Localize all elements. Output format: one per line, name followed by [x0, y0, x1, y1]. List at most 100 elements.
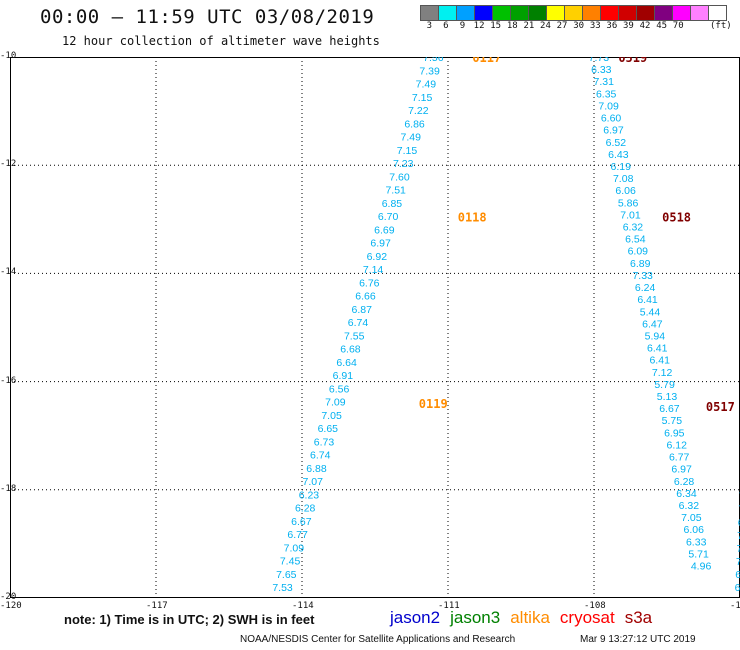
wave-height-value: 5.94: [645, 330, 666, 342]
wave-height-value: 5.86: [618, 197, 639, 209]
wave-height-value: 6.67: [659, 403, 680, 415]
colorbar-label: 12: [473, 21, 485, 31]
wave-height-value: 7.56: [423, 57, 444, 64]
colorbar-label: 27: [556, 21, 568, 31]
colorbar-label: 33: [589, 21, 601, 31]
wave-height-value: 6.69: [374, 224, 395, 236]
wave-height-value: 5.79: [654, 379, 675, 391]
wave-height-value: 6.88: [306, 463, 327, 475]
wave-height-value: 6.28: [674, 476, 695, 488]
colorbar-label: 15: [490, 21, 502, 31]
wave-height-value: 6.97: [671, 464, 692, 476]
wave-height-value: 7.01: [620, 209, 641, 221]
wave-height-value: 6.89: [630, 258, 651, 270]
wave-height-value: 7.15: [412, 92, 433, 104]
colorbar-swatch: [492, 5, 511, 21]
colorbar-swatch: [510, 5, 529, 21]
pass-time-label: 0518: [662, 211, 691, 225]
colorbar-label: 9: [459, 21, 466, 31]
wave-height-value: 7.65: [276, 569, 297, 581]
wave-height-value: 6.34: [676, 488, 697, 500]
wave-height-value: 6.60: [601, 113, 622, 125]
wave-height-value: 7.49: [401, 132, 422, 144]
wave-height-value: 6.33: [591, 64, 612, 76]
x-tick-label: -105: [730, 601, 740, 611]
wave-height-value: 6.33: [686, 536, 707, 548]
colorbar-label: 3: [426, 21, 432, 31]
wave-height-value: 6.09: [628, 246, 649, 258]
wave-height-value: 7.09: [284, 542, 305, 554]
wave-height-value: 6.68: [340, 344, 361, 356]
wave-height-value: 6.35: [596, 88, 617, 100]
wave-height-value: 6.72: [738, 517, 740, 529]
wave-height-value: 6.86: [404, 118, 425, 130]
x-tick-label: -108: [584, 601, 606, 611]
legend-item-cryosat: cryosat: [559, 608, 615, 627]
wave-height-value: 6.41: [637, 294, 658, 306]
pass-time-label: 0119: [419, 397, 448, 411]
x-tick-label: -111: [438, 601, 460, 611]
wave-height-value: 6.52: [606, 137, 627, 149]
wave-height-value: 7.14: [363, 264, 384, 276]
x-tick-label: -117: [146, 601, 168, 611]
colorbar-swatch: [600, 5, 619, 21]
legend-item-jason3: jason3: [450, 608, 501, 627]
pass-time-label: 0519: [618, 57, 647, 65]
page-subtitle: 12 hour collection of altimeter wave hei…: [62, 34, 380, 48]
wave-height-value: 6.74: [310, 450, 331, 462]
colorbar-swatch: [618, 5, 637, 21]
pass-time-label: 0517: [706, 400, 735, 414]
colorbar-label: 6: [443, 21, 449, 31]
wave-height-value: 7.15: [397, 145, 418, 157]
wave-height-value: 6.95: [664, 427, 685, 439]
colorbar-swatch: [654, 5, 673, 21]
wave-height-value: 6.41: [649, 355, 670, 367]
wave-height-value: 6.91: [333, 370, 354, 382]
wave-height-value: 6.67: [291, 516, 312, 528]
wave-height-value: 7.07: [302, 476, 323, 488]
colorbar-unit: (ft): [710, 21, 732, 31]
wave-height-value: 6.66: [735, 582, 740, 594]
wave-height-value: 7.09: [325, 397, 346, 409]
wave-height-value: 6.66: [355, 291, 376, 303]
footer-note: note: 1) Time is in UTC; 2) SWH is in fe…: [64, 612, 315, 627]
generated-timestamp: Mar 9 13:27:12 UTC 2019: [580, 634, 696, 645]
wave-height-value: 6.32: [623, 222, 644, 234]
wave-height-value: 7.02: [737, 530, 740, 542]
wave-height-value: 6.47: [642, 318, 663, 330]
colorbar-swatch: [636, 5, 655, 21]
wave-height-value: 6.97: [370, 238, 391, 250]
wave-height-value: 7.33: [632, 270, 653, 282]
wave-height-value: 5.71: [688, 548, 709, 560]
page-title: 00:00 – 11:59 UTC 03/08/2019: [40, 6, 375, 28]
y-tick-label: -16: [0, 375, 17, 386]
wave-height-value: 6.77: [669, 452, 690, 464]
map-frame: [10, 57, 740, 598]
x-tick-label: -114: [292, 601, 314, 611]
y-tick-label: -12: [0, 159, 17, 170]
colorbar-swatch: [528, 5, 547, 21]
wave-height-value: 6.87: [352, 304, 373, 316]
pass-time-label: 0118: [458, 211, 487, 225]
colorbar-swatch: [564, 5, 583, 21]
wave-height-value: 6.32: [679, 500, 700, 512]
wave-height-value: 7.08: [613, 173, 634, 185]
wave-height-value: 6.19: [611, 161, 632, 173]
colorbar-label: 70: [672, 21, 684, 31]
colorbar-swatch: [420, 5, 439, 21]
wave-height-value: 6.76: [359, 277, 380, 289]
colorbar-swatch: [708, 5, 727, 21]
colorbar-label: 24: [540, 21, 551, 31]
x-tick-label: -120: [0, 601, 22, 611]
y-tick-label: -10: [0, 51, 17, 61]
wave-height-value: 7.36: [738, 504, 740, 516]
colorbar-label: 30: [573, 21, 585, 31]
wave-height-value: 6.43: [608, 149, 629, 161]
wave-height-value: 4.96: [691, 561, 712, 573]
wave-height-value: 6.65: [318, 423, 339, 435]
colorbar-swatch: [672, 5, 691, 21]
wave-height-value: 7.28: [736, 556, 740, 568]
wave-height-value: 7.09: [598, 100, 619, 112]
colorbar-label: 39: [623, 21, 634, 31]
wave-height-value: 6.06: [615, 185, 636, 197]
